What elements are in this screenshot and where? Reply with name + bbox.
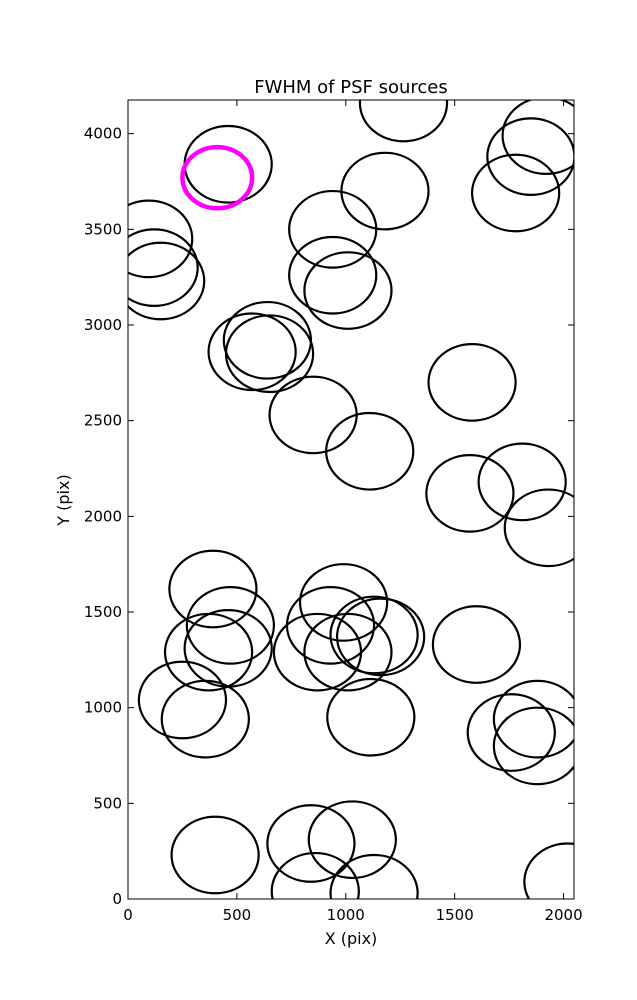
source-circle <box>427 343 517 422</box>
y-axis-label: Y (pix) <box>54 474 73 526</box>
x-tick-label: 2000 <box>544 906 582 924</box>
chart-title: FWHM of PSF sources <box>254 77 448 98</box>
source-circle <box>222 300 313 380</box>
source-circle <box>288 189 378 269</box>
source-circle <box>270 851 360 899</box>
source-circle <box>128 199 194 279</box>
source-circle <box>185 586 276 665</box>
y-tick-label: 3500 <box>84 220 122 238</box>
source-circle <box>272 612 363 692</box>
source-circle <box>303 251 393 330</box>
source-circle <box>307 800 397 880</box>
y-tick-label: 4000 <box>84 125 122 143</box>
source-circle <box>329 595 419 675</box>
source-circle <box>340 151 430 231</box>
source-circle <box>492 679 574 759</box>
source-circle <box>329 853 419 899</box>
source-circle <box>470 153 561 233</box>
source-circle <box>326 677 416 757</box>
y-tick-label: 1000 <box>84 699 122 717</box>
highlighted-source-circle <box>180 144 255 211</box>
source-circle <box>325 411 415 491</box>
source-circle <box>207 312 297 392</box>
y-tick-label: 0 <box>112 890 122 908</box>
source-circle <box>266 804 356 883</box>
x-tick-label: 1000 <box>327 906 365 924</box>
source-circle <box>431 605 522 684</box>
source-circle <box>503 488 574 568</box>
source-circle <box>492 706 574 786</box>
source-circle <box>224 314 315 394</box>
source-circle <box>128 241 206 321</box>
y-axis-ticks: 0 500 1000 1500 2000 2500 3000 3500 4000 <box>84 125 574 908</box>
source-circle <box>523 842 574 899</box>
x-tick-label: 0 <box>123 906 133 924</box>
source-circle <box>288 235 378 315</box>
source-circle <box>137 660 228 740</box>
plot-frame <box>127 99 575 900</box>
sources-layer <box>128 100 574 899</box>
highlight-layer <box>180 144 255 211</box>
source-circle <box>128 228 199 307</box>
source-circle <box>183 124 273 204</box>
source-circle <box>501 100 574 175</box>
source-circle <box>298 563 389 642</box>
source-circle <box>183 608 273 688</box>
x-tick-label: 500 <box>223 906 252 924</box>
source-circle <box>168 549 258 629</box>
x-tick-label: 1500 <box>436 906 474 924</box>
source-circle <box>160 679 250 759</box>
x-axis-ticks: 0 500 1000 1500 2000 <box>123 100 583 924</box>
source-circle <box>486 117 574 196</box>
source-circle <box>268 375 358 455</box>
source-circle <box>335 597 426 677</box>
source-circle <box>466 693 556 772</box>
source-circle <box>163 612 254 692</box>
x-axis-label: X (pix) <box>325 929 378 948</box>
source-circle <box>303 612 393 692</box>
source-circle <box>477 442 567 522</box>
y-tick-label: 2500 <box>84 412 122 430</box>
y-tick-label: 3000 <box>84 316 122 334</box>
source-circle <box>170 815 260 895</box>
y-tick-label: 500 <box>93 794 122 812</box>
source-circle <box>358 100 449 143</box>
y-tick-label: 2000 <box>84 507 122 525</box>
y-tick-label: 1500 <box>84 603 122 621</box>
source-circle <box>425 454 515 533</box>
